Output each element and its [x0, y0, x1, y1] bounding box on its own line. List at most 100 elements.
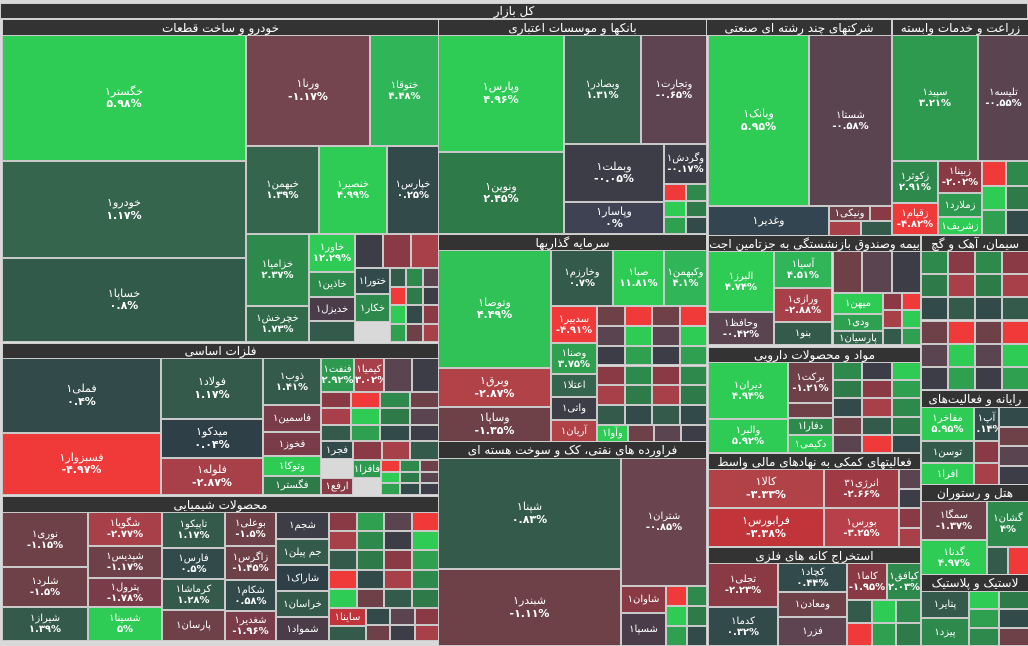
stock-tile[interactable]: کالا۱-۳.۳۳% — [708, 469, 824, 508]
stock-tile[interactable]: خاذین۱ — [309, 272, 355, 297]
stock-tile-small[interactable] — [982, 161, 1006, 186]
stock-tile-small[interactable] — [309, 321, 355, 342]
stock-tile[interactable]: بنو۱ — [774, 322, 832, 345]
stock-tile-small[interactable] — [1002, 321, 1028, 344]
stock-tile-small[interactable] — [999, 609, 1028, 627]
stock-tile-small[interactable] — [329, 550, 357, 569]
stock-tile-small[interactable] — [652, 346, 680, 366]
stock-tile-small[interactable] — [948, 321, 975, 344]
stock-tile-small[interactable] — [652, 366, 680, 386]
stock-tile-small[interactable] — [833, 435, 862, 453]
stock-tile[interactable]: شلرد۱-۱.۵% — [2, 567, 88, 607]
stock-tile-small[interactable] — [975, 274, 1002, 297]
stock-tile-small[interactable] — [999, 466, 1028, 486]
stock-tile-small[interactable] — [862, 435, 891, 453]
stock-tile-small[interactable] — [597, 366, 625, 386]
stock-tile-small[interactable] — [1002, 297, 1028, 320]
stock-tile[interactable]: شپدیس۱-۱.۱۷% — [88, 546, 162, 578]
stock-tile-small[interactable] — [406, 324, 422, 343]
stock-tile-small[interactable] — [872, 623, 897, 646]
stock-tile-small[interactable] — [680, 366, 708, 386]
stock-tile-small[interactable] — [847, 623, 872, 646]
stock-tile[interactable]: خراسان۱ — [276, 591, 329, 617]
stock-tile-small[interactable] — [999, 446, 1028, 466]
stock-tile[interactable]: پارسان۱ — [162, 610, 225, 641]
stock-tile-small[interactable] — [654, 425, 680, 442]
sector-header[interactable]: رایانه و فعالیت‌های — [921, 390, 1028, 408]
stock-tile-small[interactable] — [597, 405, 625, 425]
stock-tile-small[interactable] — [902, 293, 921, 310]
stock-tile-small[interactable] — [423, 305, 439, 324]
stock-tile[interactable]: توسن۱ — [921, 441, 974, 463]
stock-tile[interactable]: نوری۱-۱.۱۵% — [2, 512, 88, 567]
stock-tile[interactable]: فافزا۱ — [353, 460, 381, 478]
stock-tile[interactable]: آپ۱۰.۱۴% — [974, 407, 999, 441]
stock-tile[interactable]: تجلی۱-۲.۲۳% — [708, 563, 778, 607]
stock-tile-small[interactable] — [412, 512, 440, 531]
stock-tile-small[interactable] — [975, 367, 1002, 390]
stock-tile-small[interactable] — [829, 221, 861, 236]
stock-tile-small[interactable] — [921, 274, 948, 297]
stock-tile[interactable]: اعتلا۱ — [551, 374, 597, 397]
stock-tile-small[interactable] — [999, 427, 1028, 447]
stock-tile-small[interactable] — [948, 251, 975, 274]
stock-tile-small[interactable] — [400, 460, 419, 472]
stock-tile[interactable]: پترول۱-۱.۷۸% — [88, 578, 162, 607]
stock-tile[interactable]: زقیام۱-۴.۸۲% — [892, 203, 938, 235]
stock-tile-small[interactable] — [390, 287, 406, 306]
stock-tile-small[interactable] — [410, 441, 439, 460]
stock-tile-small[interactable] — [412, 570, 440, 589]
stock-tile-small[interactable] — [415, 608, 439, 625]
stock-tile-small[interactable] — [664, 217, 686, 234]
stock-tile-small[interactable] — [366, 608, 390, 625]
stock-tile[interactable]: وبملت۱-۰.۰۵% — [564, 144, 664, 202]
stock-tile-small[interactable] — [883, 293, 902, 310]
stock-tile-small[interactable] — [788, 403, 833, 418]
stock-tile-small[interactable] — [625, 405, 653, 425]
stock-tile-small[interactable] — [687, 586, 708, 606]
stock-tile[interactable]: ساینا۱ — [329, 608, 366, 626]
stock-tile-small[interactable] — [681, 425, 707, 442]
sector-header[interactable]: فراورده های نفتی، کک و سوخت هسته ای — [438, 441, 707, 459]
stock-tile-small[interactable] — [597, 385, 625, 405]
stock-tile-small[interactable] — [420, 483, 439, 495]
stock-tile-small[interactable] — [892, 417, 921, 435]
sector-header[interactable]: استخراج کانه های فلزی — [708, 547, 921, 564]
stock-tile-small[interactable] — [975, 297, 1002, 320]
stock-tile-small[interactable] — [625, 306, 653, 326]
stock-tile-small[interactable] — [357, 550, 385, 569]
stock-tile-small[interactable] — [892, 398, 921, 416]
stock-tile[interactable]: فجر۱ — [321, 441, 353, 459]
stock-tile-small[interactable] — [329, 512, 357, 531]
stock-tile[interactable]: میهن۱ — [833, 293, 883, 314]
stock-tile-small[interactable] — [382, 441, 411, 460]
stock-tile-small[interactable] — [329, 626, 366, 641]
stock-tile-small[interactable] — [625, 326, 653, 346]
stock-tile[interactable]: آریان۱ — [551, 420, 597, 442]
stock-tile-small[interactable] — [652, 326, 680, 346]
stock-tile[interactable]: فخوز۱ — [263, 432, 321, 456]
stock-tile[interactable]: وساپا۱-۱.۳۵% — [438, 407, 551, 442]
stock-tile-small[interactable] — [982, 186, 1006, 211]
stock-tile-small[interactable] — [597, 326, 625, 346]
stock-tile[interactable]: بورس۱-۳.۲۵% — [824, 508, 899, 547]
stock-tile-small[interactable] — [384, 512, 412, 531]
stock-tile-small[interactable] — [366, 625, 390, 642]
stock-tile[interactable]: سدبیر۱-۴.۹۱% — [551, 306, 597, 343]
stock-tile[interactable]: فسبزوار۱-۴.۹۷% — [2, 433, 161, 495]
